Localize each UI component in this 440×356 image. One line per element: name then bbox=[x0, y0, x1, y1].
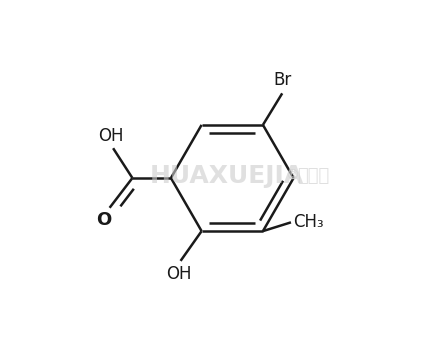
Text: OH: OH bbox=[166, 265, 191, 283]
Text: CH₃: CH₃ bbox=[293, 213, 323, 231]
Text: OH: OH bbox=[99, 127, 124, 145]
Text: O: O bbox=[95, 211, 111, 229]
Text: ®: ® bbox=[285, 169, 299, 183]
Text: HUAXUEJIA: HUAXUEJIA bbox=[150, 164, 304, 188]
Text: 化学家: 化学家 bbox=[297, 167, 330, 185]
Text: Br: Br bbox=[273, 71, 291, 89]
